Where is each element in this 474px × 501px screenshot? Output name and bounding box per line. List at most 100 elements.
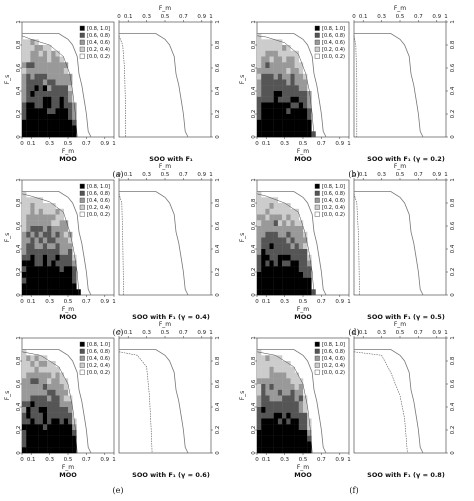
heat-cell bbox=[265, 442, 269, 448]
heat-cell bbox=[270, 278, 274, 284]
heat-cell bbox=[22, 39, 26, 45]
legend-label: [0.4, 0.6) bbox=[87, 356, 110, 362]
heat-cell bbox=[39, 238, 43, 244]
heat-cell bbox=[26, 74, 30, 80]
heat-cell bbox=[39, 215, 43, 221]
heat-cell bbox=[282, 284, 286, 290]
heat-cell bbox=[278, 243, 282, 249]
heat-cell bbox=[35, 62, 39, 68]
heat-cell bbox=[68, 255, 72, 261]
heat-cell bbox=[257, 384, 261, 390]
heat-cell bbox=[47, 203, 51, 209]
soo-panel-title: SOO with F₁ bbox=[149, 155, 193, 163]
heat-cell bbox=[307, 114, 311, 120]
heat-cell bbox=[278, 57, 282, 63]
heat-cell bbox=[47, 68, 51, 74]
heat-cell bbox=[35, 278, 39, 284]
heat-cell bbox=[303, 289, 307, 295]
heat-cell bbox=[22, 430, 26, 436]
heat-cell bbox=[286, 57, 290, 63]
heat-cell bbox=[270, 373, 274, 379]
legend-label: [0.6, 0.8) bbox=[322, 349, 345, 355]
heat-cell bbox=[278, 91, 282, 97]
heat-cell bbox=[51, 74, 55, 80]
heat-cell bbox=[261, 62, 265, 68]
heat-cell bbox=[278, 126, 282, 132]
heat-cell bbox=[56, 447, 60, 453]
heat-cell bbox=[35, 68, 39, 74]
x-tick-label: 0.5 bbox=[299, 299, 308, 305]
legend-swatch bbox=[315, 198, 320, 203]
heat-cell bbox=[278, 85, 282, 91]
heat-cell bbox=[299, 103, 303, 109]
heat-cell bbox=[39, 120, 43, 126]
heat-cell bbox=[56, 284, 60, 290]
top-x-tick-label: 0.7 bbox=[179, 172, 188, 178]
y-axis-title: F_s bbox=[239, 233, 246, 243]
heat-cell bbox=[303, 424, 307, 430]
heat-cell bbox=[274, 215, 278, 221]
heat-cell bbox=[60, 226, 64, 232]
right-y-tick-label: 0.8 bbox=[215, 198, 221, 207]
heat-cell bbox=[47, 103, 51, 109]
heat-cell bbox=[270, 68, 274, 74]
heat-cell bbox=[56, 442, 60, 448]
heat-cell bbox=[291, 80, 295, 86]
heat-cell bbox=[265, 249, 269, 255]
y-axis-title: F_s bbox=[239, 391, 246, 401]
y-tick-label: 0.8 bbox=[16, 40, 22, 49]
heat-cell bbox=[47, 215, 51, 221]
soo-panel-title: SOO with F₁ (γ = 0.4) bbox=[132, 313, 210, 321]
heat-cell bbox=[43, 255, 47, 261]
heat-cell bbox=[257, 261, 261, 267]
legend-swatch bbox=[315, 184, 320, 189]
heat-cell bbox=[47, 442, 51, 448]
heat-cell bbox=[299, 390, 303, 396]
heat-cell bbox=[270, 120, 274, 126]
heat-cell bbox=[265, 278, 269, 284]
heat-cell bbox=[270, 284, 274, 290]
heat-cell bbox=[286, 220, 290, 226]
heat-cell bbox=[270, 436, 274, 442]
heat-cell bbox=[22, 97, 26, 103]
heat-cell bbox=[274, 74, 278, 80]
heat-cell bbox=[47, 284, 51, 290]
x-tick-label: 0 bbox=[255, 299, 259, 305]
heat-cell bbox=[51, 289, 55, 295]
heat-cell bbox=[39, 261, 43, 267]
heat-cell bbox=[257, 367, 261, 373]
heat-cell bbox=[60, 243, 64, 249]
heat-cell bbox=[39, 355, 43, 361]
heat-cell bbox=[265, 220, 269, 226]
heat-cell bbox=[261, 390, 265, 396]
heat-cell bbox=[60, 74, 64, 80]
heat-cell bbox=[26, 447, 30, 453]
y-axis-title: F_s bbox=[239, 75, 246, 85]
heat-cell bbox=[47, 447, 51, 453]
heat-cell bbox=[257, 436, 261, 442]
top-x-tick-label: 0.9 bbox=[197, 14, 206, 20]
heat-cell bbox=[261, 68, 265, 74]
heat-cell bbox=[278, 447, 282, 453]
heat-cell bbox=[303, 80, 307, 86]
legend-swatch bbox=[80, 349, 85, 354]
heat-cell bbox=[39, 430, 43, 436]
top-x-tick-label: 0 bbox=[352, 14, 356, 20]
moo-panel-title: MOO bbox=[59, 313, 77, 321]
x-tick-label: 0.7 bbox=[82, 141, 91, 147]
heat-cell bbox=[30, 232, 34, 238]
heat-cell bbox=[30, 209, 34, 215]
heat-cell bbox=[39, 396, 43, 402]
heat-cell bbox=[291, 108, 295, 114]
heat-cell bbox=[282, 85, 286, 91]
heat-cell bbox=[274, 114, 278, 120]
heat-cell bbox=[30, 384, 34, 390]
heat-cell bbox=[68, 249, 72, 255]
heat-cell bbox=[22, 272, 26, 278]
heat-cell bbox=[291, 97, 295, 103]
y-tick-label: 0.6 bbox=[16, 379, 22, 388]
heat-cell bbox=[270, 51, 274, 57]
heat-cell bbox=[278, 226, 282, 232]
heat-cell bbox=[43, 407, 47, 413]
heat-cell bbox=[30, 215, 34, 221]
